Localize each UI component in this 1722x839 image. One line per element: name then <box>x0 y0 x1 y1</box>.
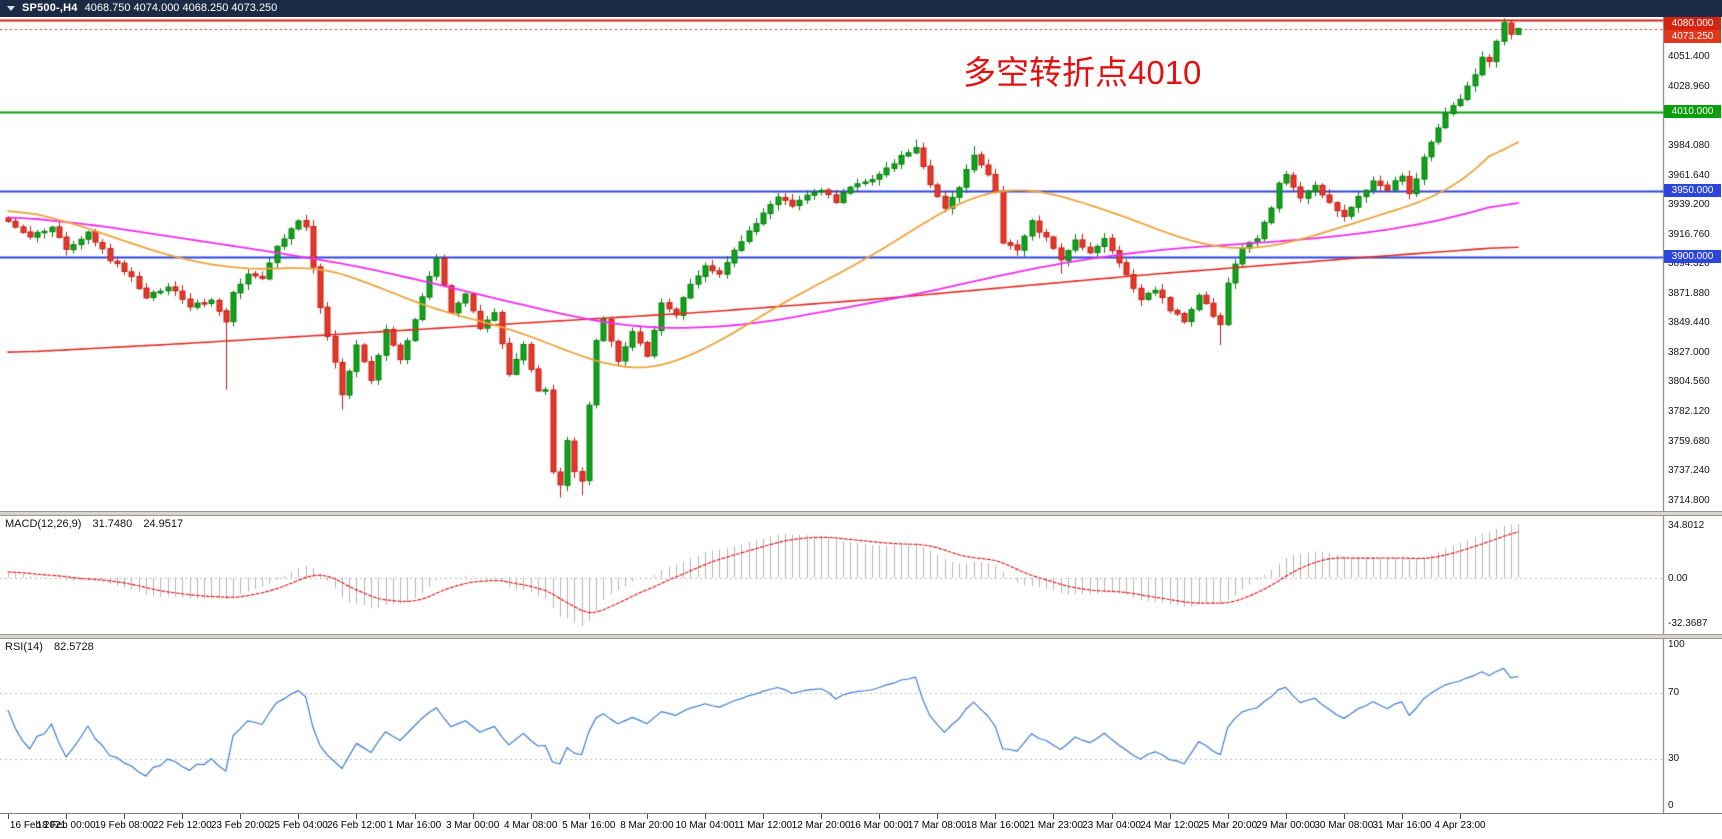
dropdown-triangle-icon <box>7 6 15 11</box>
current-price-badge: 4073.250 <box>1664 30 1721 43</box>
level-badge-4010: 4010.000 <box>1664 105 1721 119</box>
price-tick-label: 3737.240 <box>1668 465 1710 477</box>
time-label: 8 Mar 20:00 <box>620 820 674 831</box>
time-tick <box>1053 814 1054 819</box>
time-tick <box>298 814 299 819</box>
time-tick <box>240 814 241 819</box>
time-tick <box>1460 814 1461 819</box>
time-tick <box>66 814 67 819</box>
macd-axis-max: 34.8012 <box>1668 520 1705 531</box>
time-tick <box>531 814 532 819</box>
time-label: 17 Mar 08:00 <box>907 820 967 831</box>
price-tick-label: 4028.960 <box>1668 80 1710 92</box>
price-tick-label: 3782.120 <box>1668 406 1710 418</box>
macd-axis-zero: 0.00 <box>1668 572 1688 584</box>
price-tick-label: 4051.400 <box>1668 51 1710 63</box>
time-tick <box>473 814 474 819</box>
macd-main-value: 31.7480 <box>92 518 133 530</box>
time-tick <box>124 814 125 819</box>
time-tick <box>1170 814 1171 819</box>
time-tick <box>1112 814 1113 819</box>
time-label: 25 Mar 20:00 <box>1198 820 1258 831</box>
time-tick <box>995 814 996 819</box>
time-axis[interactable]: 16 Feb 2021 18 Feb 00:00 19 Feb 08:00 22 Fe… <box>0 813 1722 839</box>
time-label: 5 Mar 16:00 <box>562 820 616 831</box>
price-tick-label: 3871.880 <box>1668 287 1710 299</box>
rsi-header: RSI(14) 82.5728 <box>5 641 94 653</box>
rsi-axis-100: 100 <box>1668 639 1685 650</box>
price-tick-label: 3827.000 <box>1668 346 1710 358</box>
time-label: 19 Feb 08:00 <box>94 820 154 831</box>
time-tick <box>705 814 706 819</box>
time-tick <box>589 814 590 819</box>
time-label: 18 Mar 16:00 <box>965 820 1025 831</box>
time-tick <box>1228 814 1229 819</box>
time-label: 26 Feb 12:00 <box>327 820 386 831</box>
time-label: 16 Mar 00:00 <box>849 820 909 831</box>
price-tick-label: 3894.320 <box>1668 258 1710 270</box>
price-tick-label: 3984.080 <box>1668 139 1710 151</box>
rsi-value: 82.5728 <box>53 641 94 653</box>
time-tick <box>647 814 648 819</box>
time-label: 16 Feb 2021 <box>9 820 67 831</box>
time-tick <box>821 814 822 819</box>
level-badge-3900: 3900.000 <box>1664 250 1721 264</box>
time-label: 23 Feb 20:00 <box>210 820 270 831</box>
macd-label: MACD(12,26,9) <box>5 518 82 530</box>
time-tick <box>1286 814 1287 819</box>
macd-axis-min: -32.3687 <box>1668 618 1708 629</box>
window-titlebar[interactable]: SP500-,H4 4068.750 4074.000 4068.250 407… <box>0 0 1722 17</box>
time-label: 22 Feb 12:00 <box>152 820 212 831</box>
titlebar-ohlc: 4068.750 4074.000 4068.250 4073.250 <box>84 2 278 14</box>
time-label: 1 Mar 16:00 <box>387 820 442 831</box>
time-tick <box>356 814 357 819</box>
time-label: 23 Mar 04:00 <box>1082 820 1141 831</box>
time-tick <box>1344 814 1345 819</box>
time-label: 4 Mar 08:00 <box>504 820 558 831</box>
time-label: 30 Mar 08:00 <box>1314 820 1374 831</box>
price-tick-label: 3916.760 <box>1668 228 1710 240</box>
time-label: 18 Feb 00:00 <box>36 820 96 831</box>
time-label: 24 Mar 12:00 <box>1140 820 1200 831</box>
price-tick-label: 3804.560 <box>1668 376 1710 388</box>
price-tick-label: 3714.800 <box>1668 494 1710 506</box>
time-label: 31 Mar 16:00 <box>1372 820 1432 831</box>
time-label: 21 Mar 23:00 <box>1023 820 1083 831</box>
time-label: 3 Mar 00:00 <box>445 820 500 831</box>
time-label: 29 Mar 00:00 <box>1256 820 1316 831</box>
price-tick-label: 3939.200 <box>1668 199 1710 211</box>
time-tick <box>937 814 938 819</box>
macd-signal-value: 24.9517 <box>143 518 184 530</box>
time-label: 10 Mar 04:00 <box>675 820 735 831</box>
time-tick <box>763 814 764 819</box>
rsi-axis-70: 70 <box>1668 686 1680 698</box>
rsi-axis-0: 0 <box>1668 800 1674 811</box>
time-tick <box>8 814 9 819</box>
level-badge-4080: 4080.000 <box>1664 17 1721 30</box>
panel-splitter-macd[interactable] <box>0 511 1722 516</box>
rsi-axis-30: 30 <box>1668 752 1680 764</box>
time-label: 12 Mar 20:00 <box>791 820 851 831</box>
level-badge-3950: 3950.000 <box>1664 184 1721 198</box>
titlebar-symbol: SP500-,H4 <box>22 2 78 14</box>
time-tick <box>879 814 880 819</box>
panel-splitter-rsi[interactable] <box>0 634 1722 639</box>
time-label: 4 Apr 23:00 <box>1434 820 1486 831</box>
price-tick-label: 3961.640 <box>1668 169 1710 181</box>
time-tick <box>182 814 183 819</box>
time-tick <box>1402 814 1403 819</box>
time-label: 25 Feb 04:00 <box>268 820 328 831</box>
price-tick-label: 3759.680 <box>1668 435 1710 447</box>
price-tick-label: 3849.440 <box>1668 317 1710 329</box>
time-label: 11 Mar 12:00 <box>733 820 793 831</box>
chart-annotation[interactable]: 多空转折点4010 <box>963 54 1202 91</box>
macd-header: MACD(12,26,9) 31.7480 24.9517 <box>5 518 183 530</box>
rsi-label: RSI(14) <box>5 641 43 653</box>
time-tick <box>415 814 416 819</box>
